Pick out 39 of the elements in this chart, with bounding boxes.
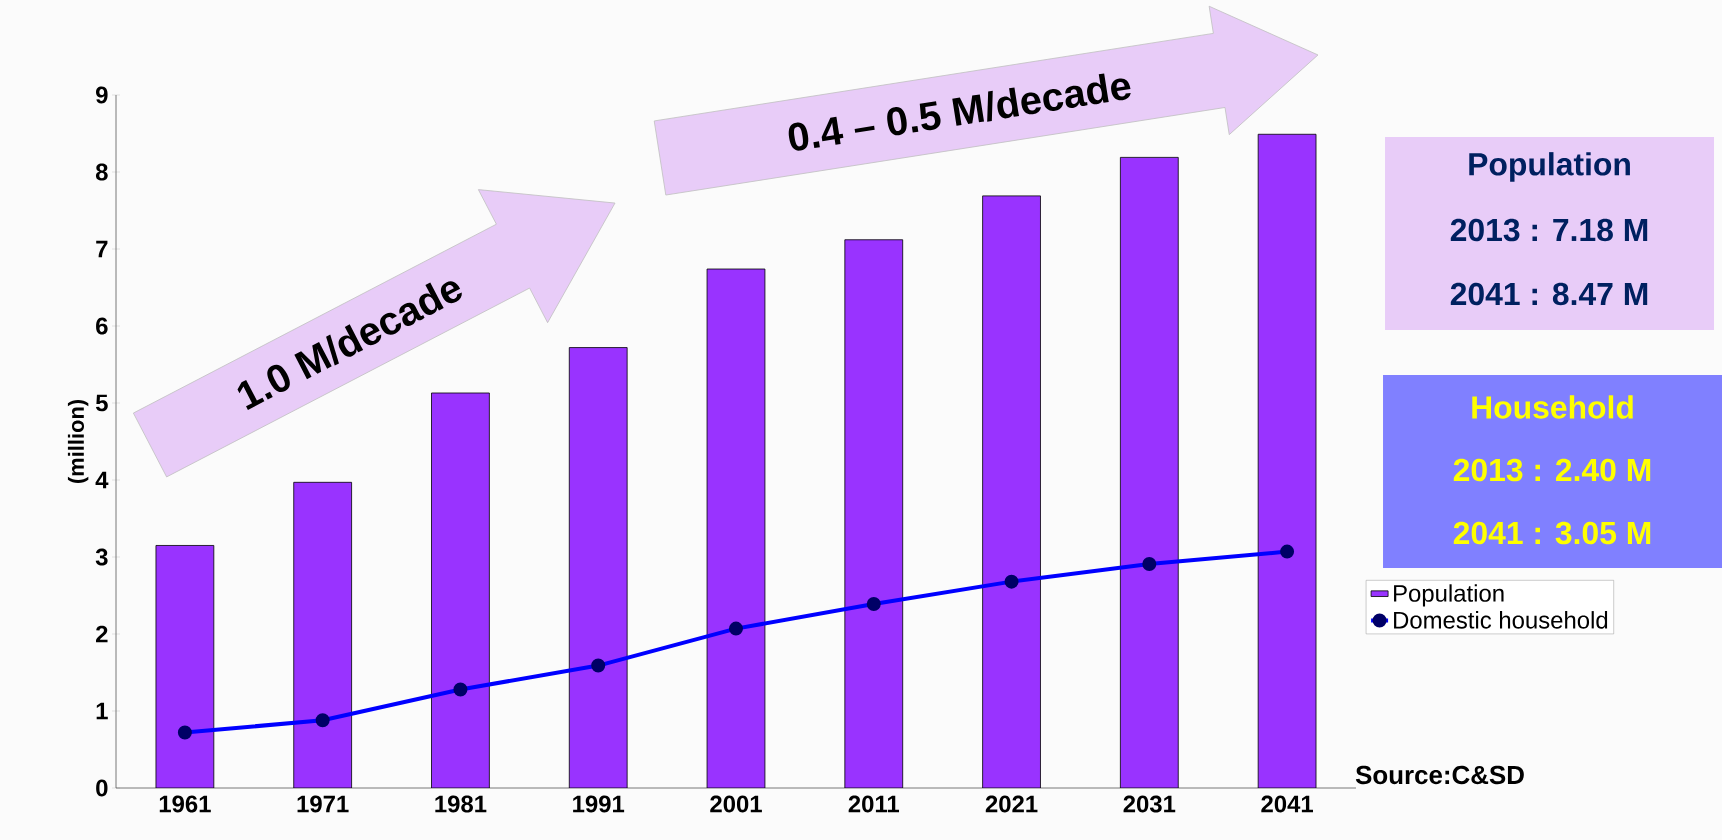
- bar: [1257, 133, 1317, 788]
- bar: [844, 239, 904, 788]
- bar: [155, 545, 215, 788]
- x-tick-label: 1961: [159, 795, 211, 813]
- text: 2013 : 2.40 M: [1453, 458, 1651, 482]
- bar: [431, 392, 490, 788]
- text: Household: [1472, 395, 1633, 419]
- annotation: 0.4 – 0.5 M/decade: [788, 73, 1131, 151]
- text: 2041 : 3.05 M: [1453, 521, 1651, 545]
- x-tick-label: 2031: [1123, 795, 1176, 813]
- bar: [293, 481, 352, 788]
- bar: [982, 195, 1041, 788]
- x-tick-label: 1971: [297, 795, 349, 813]
- y-tick-label: 5: [95, 394, 108, 412]
- legend-label: Population: [1394, 584, 1504, 607]
- text: 2041 : 8.47 M: [1450, 282, 1648, 306]
- annotation: Source:C&SD: [1355, 765, 1524, 785]
- bar: [1119, 156, 1179, 788]
- text: Population: [1469, 152, 1630, 182]
- y-tick-label: 8: [95, 163, 108, 181]
- y-tick-label: 7: [96, 240, 108, 258]
- y-tick-label: 0: [96, 779, 108, 797]
- y-tick-label: 9: [96, 86, 108, 104]
- legend-label: Domestic household: [1394, 611, 1608, 629]
- bar: [706, 268, 766, 788]
- y-tick-label: 1: [96, 702, 108, 720]
- bar: [568, 347, 628, 788]
- x-tick-label: 2011: [848, 795, 900, 813]
- y-tick-label: 2: [96, 625, 108, 643]
- x-tick-label: 1991: [573, 795, 625, 813]
- x-tick-label: 2001: [710, 795, 762, 813]
- x-tick-label: 2041: [1261, 795, 1313, 813]
- x-tick-label: 1981: [435, 795, 487, 813]
- y-tick-label: 3: [95, 548, 108, 566]
- x-tick-label: 2021: [985, 795, 1038, 813]
- y-tick-label: 6: [96, 317, 108, 335]
- text: 2013 : 7.18 M: [1450, 218, 1648, 242]
- y-axis-title: (million): [67, 399, 89, 484]
- y-tick-label: 4: [95, 471, 109, 489]
